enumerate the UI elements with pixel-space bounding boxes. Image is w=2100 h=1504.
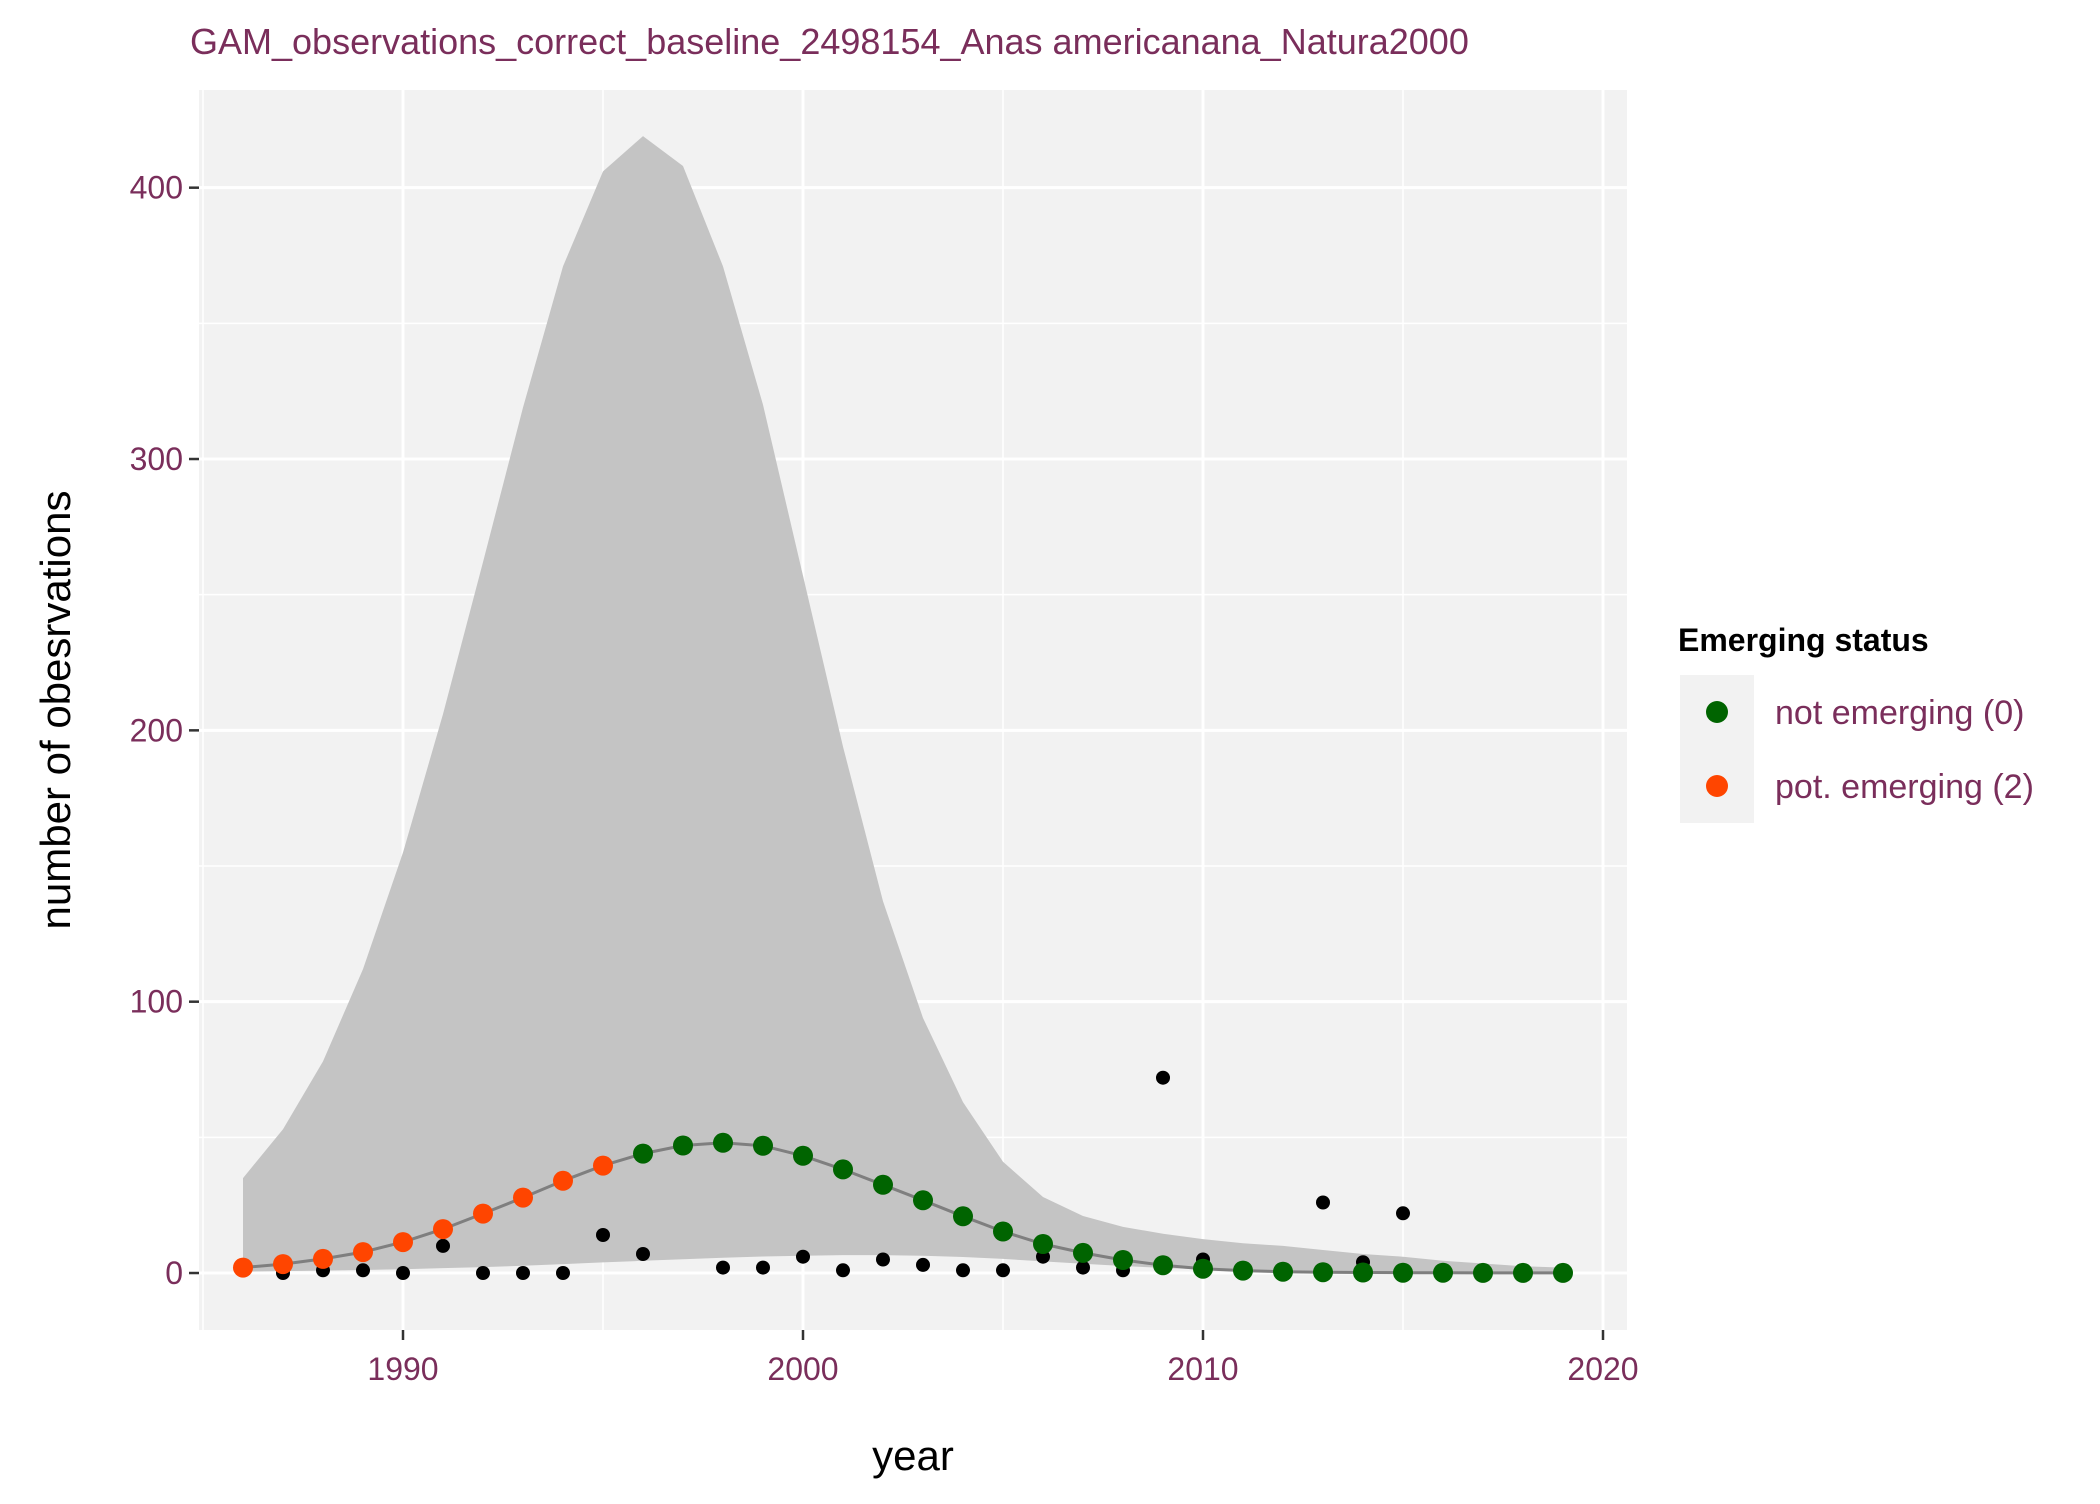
observed-point — [1316, 1195, 1330, 1210]
observed-point — [756, 1260, 770, 1275]
confidence-ribbon — [243, 136, 1563, 1273]
y-axis: 0 100 200 300 400 — [130, 170, 199, 1291]
observed-point — [876, 1252, 890, 1267]
x-tick-label: 2010 — [1167, 1351, 1238, 1387]
y-tick-label: 100 — [130, 984, 183, 1020]
observed-point — [916, 1257, 930, 1272]
y-tick-label: 200 — [130, 712, 183, 748]
legend-key-background — [1680, 675, 1754, 823]
not-emerging-point — [1113, 1250, 1133, 1270]
pot-emerging-point — [393, 1232, 413, 1253]
y-tick-label: 400 — [130, 170, 183, 206]
observed-point — [796, 1249, 810, 1264]
not-emerging-point — [1193, 1258, 1213, 1279]
not-emerging-point — [1233, 1260, 1253, 1281]
observed-point — [836, 1263, 850, 1278]
not-emerging-point — [913, 1190, 933, 1211]
not-emerging-point — [793, 1145, 813, 1166]
observed-point — [996, 1263, 1010, 1278]
y-tick-label: 300 — [130, 441, 183, 477]
pot-emerging-point — [273, 1254, 293, 1275]
y-tick-label: 0 — [165, 1255, 183, 1291]
not-emerging-point — [1553, 1262, 1573, 1283]
observed-point — [956, 1263, 970, 1278]
not-emerging-point — [1433, 1262, 1453, 1283]
pot-emerging-point — [473, 1203, 493, 1224]
pot-emerging-point — [593, 1155, 613, 1176]
observed-point — [556, 1266, 570, 1280]
not-emerging-point — [713, 1132, 733, 1153]
not-emerging-point — [1393, 1262, 1413, 1283]
pot-emerging-point — [433, 1219, 453, 1240]
y-axis-label: number of obesrvations — [32, 491, 79, 930]
not-emerging-point — [1313, 1262, 1333, 1283]
fitted-curve — [242, 1141, 1563, 1275]
not-emerging-point — [753, 1135, 773, 1156]
observed-point — [476, 1266, 490, 1280]
legend: Emerging status not emerging (0) pot. em… — [1678, 622, 2034, 823]
chart-title: GAM_observations_correct_baseline_249815… — [190, 21, 1469, 62]
not-emerging-point — [873, 1174, 893, 1195]
not-emerging-point — [1473, 1262, 1493, 1283]
legend-marker-not-emerging — [1706, 701, 1728, 723]
legend-marker-pot-emerging — [1706, 775, 1728, 797]
legend-label-pot-emerging: pot. emerging (2) — [1775, 768, 2034, 806]
observed-point — [1156, 1070, 1170, 1085]
pot-emerging-point — [313, 1248, 333, 1269]
not-emerging-point — [1033, 1234, 1053, 1254]
x-tick-label: 2020 — [1567, 1351, 1638, 1387]
not-emerging-point — [953, 1206, 973, 1227]
not-emerging-point — [833, 1159, 853, 1180]
observed-point — [1396, 1206, 1410, 1221]
observed-point — [436, 1238, 450, 1253]
observed-point — [396, 1266, 410, 1280]
observed-point — [596, 1228, 610, 1242]
pot-emerging-point — [553, 1170, 573, 1191]
not-emerging-point — [1153, 1255, 1173, 1276]
not-emerging-point — [633, 1143, 653, 1164]
observed-point — [636, 1247, 650, 1261]
x-tick-label: 1990 — [367, 1351, 438, 1387]
pot-emerging-point — [513, 1187, 533, 1208]
not-emerging-point — [1073, 1242, 1093, 1263]
x-tick-label: 2000 — [767, 1351, 838, 1387]
x-axis: 1990 2000 2010 2020 — [367, 1330, 1639, 1387]
observed-point — [356, 1263, 370, 1278]
observed-point — [516, 1266, 530, 1280]
x-axis-label: year — [872, 1432, 954, 1479]
observed-point — [716, 1260, 730, 1275]
not-emerging-point — [993, 1221, 1013, 1242]
not-emerging-point — [1273, 1261, 1293, 1282]
fitted-points — [233, 1132, 1573, 1283]
pot-emerging-point — [233, 1257, 253, 1278]
legend-title: Emerging status — [1678, 622, 1929, 658]
not-emerging-point — [1513, 1262, 1533, 1283]
not-emerging-point — [673, 1135, 693, 1156]
observed-point — [1076, 1260, 1090, 1275]
not-emerging-point — [1353, 1262, 1373, 1283]
pot-emerging-point — [353, 1242, 373, 1263]
legend-label-not-emerging: not emerging (0) — [1775, 694, 2024, 732]
